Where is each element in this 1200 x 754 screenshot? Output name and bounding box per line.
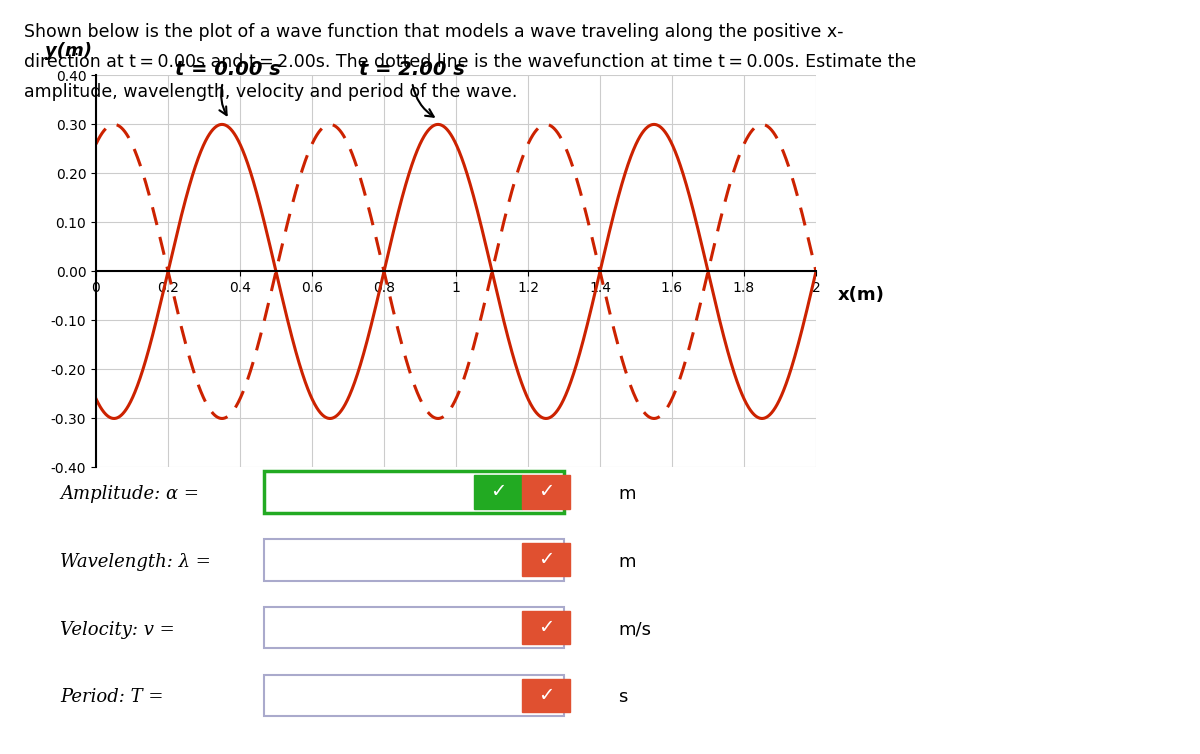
Text: m: m xyxy=(618,485,636,503)
Text: ✓: ✓ xyxy=(538,483,554,501)
Text: t = 0.00 s: t = 0.00 s xyxy=(175,60,281,115)
Text: Amplitude: α =: Amplitude: α = xyxy=(60,485,199,503)
Text: Wavelength: λ =: Wavelength: λ = xyxy=(60,553,211,571)
Text: Period: T =: Period: T = xyxy=(60,688,163,706)
Text: s: s xyxy=(618,688,628,706)
Text: x(m): x(m) xyxy=(838,286,884,304)
Text: ✓: ✓ xyxy=(538,618,554,637)
Text: m/s: m/s xyxy=(618,621,650,639)
Text: direction at ⁢t = 0.00s and ⁢t = 2.00s. The dotted line is the wavefunction at t: direction at ⁢t = 0.00s and ⁢t = 2.00s. … xyxy=(24,53,917,71)
Text: Velocity: v =: Velocity: v = xyxy=(60,621,175,639)
Text: ✓: ✓ xyxy=(490,483,506,501)
Text: m: m xyxy=(618,553,636,571)
Text: amplitude, wavelength, velocity and period of the wave.: amplitude, wavelength, velocity and peri… xyxy=(24,83,517,101)
Text: ✓: ✓ xyxy=(538,686,554,705)
Text: t = 2.00 s: t = 2.00 s xyxy=(359,60,464,117)
Text: y(m): y(m) xyxy=(46,41,92,60)
Text: ✓: ✓ xyxy=(538,550,554,569)
Text: Shown below is the plot of a wave function that models a wave traveling along th: Shown below is the plot of a wave functi… xyxy=(24,23,844,41)
